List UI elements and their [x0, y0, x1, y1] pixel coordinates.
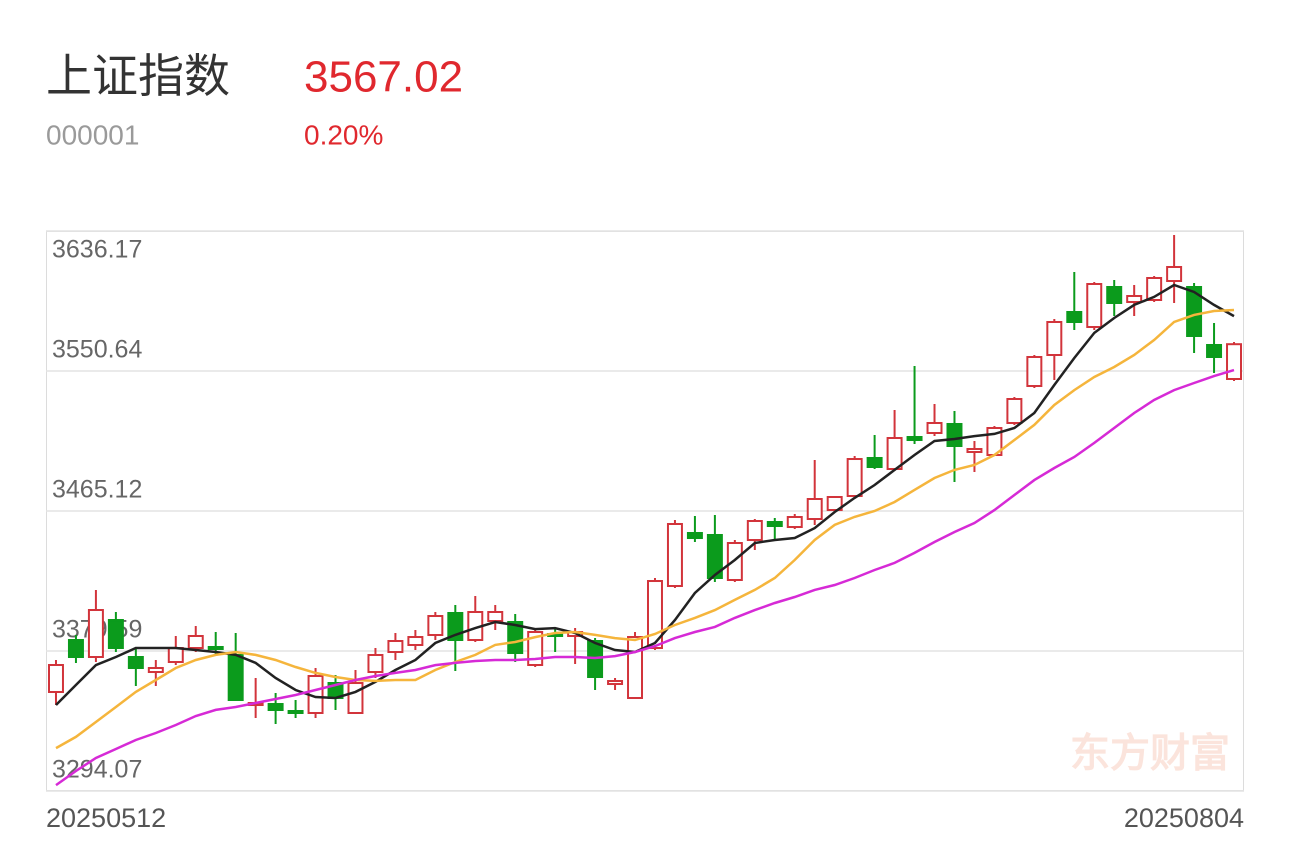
candle-body: [347, 682, 364, 714]
candle-body: [966, 448, 983, 454]
candle-body: [527, 631, 544, 667]
candle-body: [427, 615, 444, 636]
candle-body: [1106, 286, 1123, 304]
candle-body: [766, 521, 783, 528]
candle-body: [926, 421, 943, 434]
candle-body: [1066, 310, 1083, 323]
candle-body: [806, 498, 823, 521]
candle-body: [107, 619, 124, 650]
y-tick-label: 3465.12: [52, 476, 142, 504]
candle-body: [267, 703, 284, 712]
candle-body: [846, 458, 863, 498]
candle-body: [607, 680, 624, 686]
candle-body: [67, 639, 84, 658]
candle-body: [227, 654, 244, 702]
index-change: 0.20%: [304, 119, 383, 150]
candle-body: [127, 655, 144, 669]
index-code: 000001: [46, 119, 139, 150]
candle-body: [507, 621, 524, 655]
watermark: 东方财富: [1070, 732, 1230, 776]
y-tick-label: 3294.07: [52, 756, 142, 784]
candle-body: [866, 456, 883, 468]
x-tick-label: 20250804: [1124, 803, 1244, 833]
y-tick-label: 3636.17: [52, 236, 142, 264]
candle-body: [886, 437, 903, 470]
candle-body: [1046, 320, 1063, 356]
candle-body: [1126, 295, 1143, 303]
moving-average-line: [55, 368, 1235, 787]
candle-body: [1166, 265, 1183, 283]
candle-body: [487, 610, 504, 623]
moving-average-line: [55, 308, 1235, 750]
candle-body: [407, 636, 424, 647]
candle-body: [686, 532, 703, 540]
candle-body: [387, 640, 404, 654]
candle-body: [906, 436, 923, 442]
candle-body: [167, 647, 184, 664]
candle-body: [207, 645, 224, 651]
candle-body: [1226, 343, 1243, 380]
candle-body: [187, 634, 204, 650]
index-name: 上证指数: [46, 50, 230, 102]
candle-body: [147, 666, 164, 674]
candle-body: [666, 522, 683, 588]
candle-body: [367, 654, 384, 674]
candle-body: [746, 520, 763, 542]
y-tick-label: 3550.64: [52, 336, 142, 364]
candle-body: [946, 422, 963, 447]
moving-average-line: [55, 283, 1235, 706]
candle-body: [47, 664, 64, 693]
candle-body: [706, 533, 723, 580]
index-price: 3567.02: [304, 53, 463, 102]
candle-body: [1206, 343, 1223, 358]
candle-body: [826, 496, 843, 512]
candle-body: [627, 636, 644, 700]
candle-body: [1186, 286, 1203, 337]
candle-body: [287, 710, 304, 715]
candle-body: [87, 609, 104, 658]
candle-body: [1086, 283, 1103, 329]
x-tick-label: 20250512: [46, 803, 166, 833]
candle-body: [1026, 355, 1043, 388]
candle-body: [786, 516, 803, 529]
candle-body: [1006, 398, 1023, 424]
